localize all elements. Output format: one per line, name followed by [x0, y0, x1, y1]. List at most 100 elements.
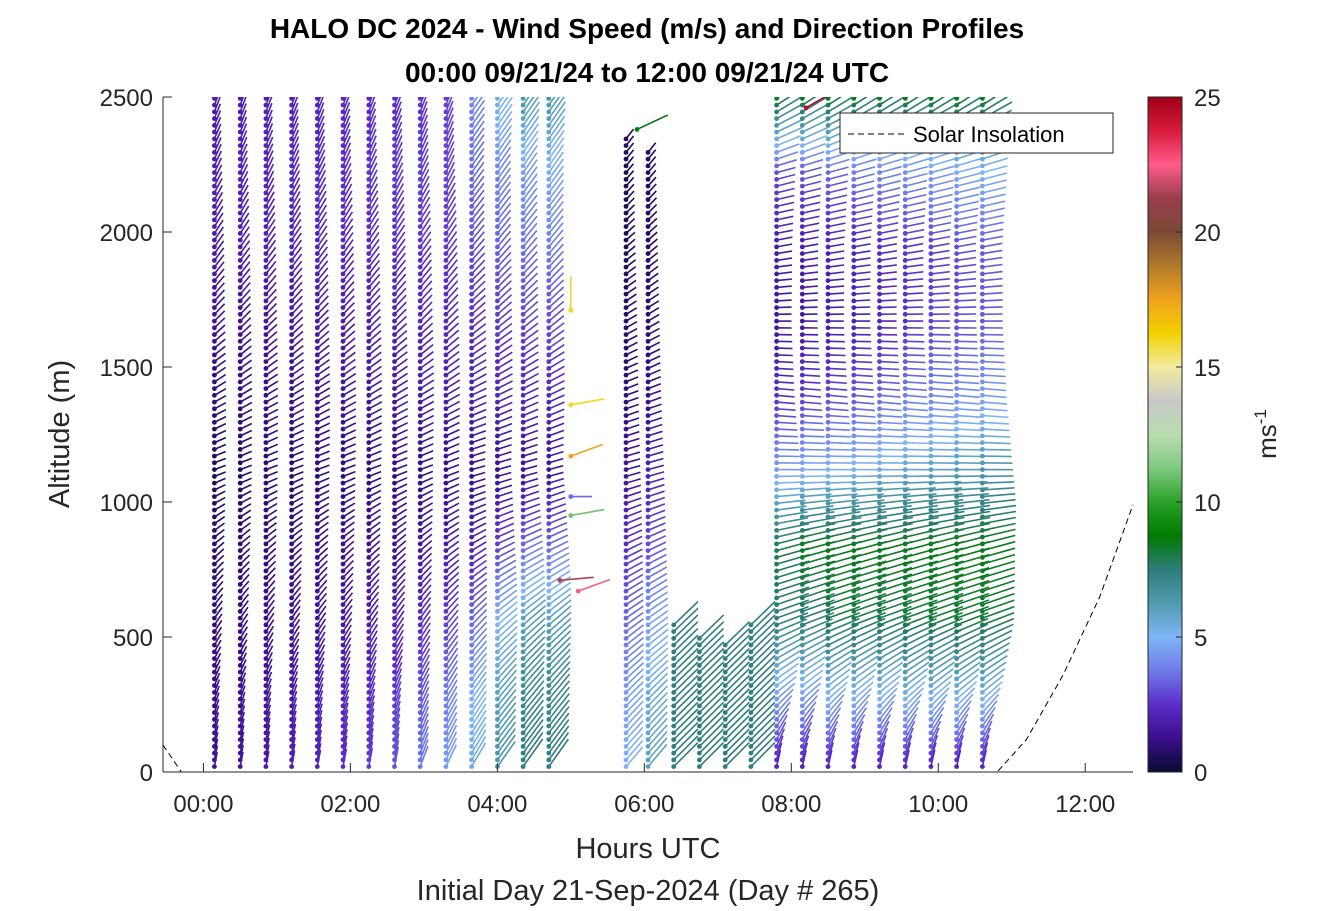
wind-barb-point — [520, 258, 526, 263]
wind-barb-point — [289, 656, 294, 661]
wind-barb — [419, 616, 431, 633]
wind-barb — [419, 732, 429, 754]
wind-barb-point — [877, 690, 882, 695]
wind-barb — [522, 699, 545, 727]
wind-barb-point — [212, 453, 217, 459]
wind-barb — [290, 625, 300, 639]
wind-barb-point — [546, 170, 552, 176]
wind-barb — [445, 154, 455, 173]
wind-barb-point — [340, 237, 346, 243]
wind-barb-point — [495, 251, 500, 256]
wind-barb-point — [314, 204, 320, 209]
wind-barb-point — [774, 622, 779, 628]
wind-barb-point — [520, 379, 526, 385]
wind-barb — [647, 444, 664, 451]
wind-barb-point — [520, 528, 526, 533]
wind-barb-point — [289, 494, 294, 499]
wind-barb — [239, 191, 249, 207]
wind-barb-point — [928, 528, 934, 533]
wind-barb-point — [469, 305, 474, 310]
wind-barb-point — [825, 582, 831, 587]
wind-barb — [776, 285, 792, 289]
wind-barb — [548, 496, 566, 505]
wind-barb-point — [263, 433, 269, 439]
wind-barb-point — [495, 305, 500, 310]
wind-barb-point — [443, 629, 449, 634]
wind-barb-point — [623, 548, 629, 553]
wind-barb-point — [697, 764, 702, 769]
wind-barb-point — [289, 426, 294, 432]
wind-barb-point — [495, 413, 500, 418]
wind-barb-point — [980, 629, 985, 634]
wind-barb-point — [392, 345, 397, 351]
wind-barb — [496, 337, 513, 349]
wind-barb-point — [443, 663, 449, 668]
wind-barb-point — [799, 710, 805, 715]
wind-barb-point — [928, 703, 934, 709]
wind-barb-point — [263, 143, 269, 149]
wind-barb-point — [902, 460, 908, 466]
wind-barb — [445, 329, 460, 342]
wind-barb — [419, 661, 430, 680]
wind-barb-point — [902, 582, 908, 587]
wind-barb — [213, 296, 226, 309]
wind-barb-point — [289, 636, 294, 641]
wind-barb-point — [443, 494, 449, 499]
wind-barb — [419, 393, 435, 403]
wind-barb-point — [877, 447, 882, 452]
wind-barb-point — [495, 177, 500, 182]
wind-barb — [776, 676, 797, 694]
wind-barb — [956, 668, 980, 687]
wind-barb-point — [392, 163, 397, 169]
wind-barb — [470, 210, 485, 228]
wind-barb — [265, 102, 273, 119]
wind-barb — [342, 408, 357, 417]
wind-barb — [625, 535, 643, 545]
wind-barb — [827, 727, 837, 747]
wind-barb — [698, 701, 725, 727]
wind-barb — [548, 654, 571, 680]
wind-barb-point — [392, 737, 397, 742]
wind-barb-point — [237, 588, 243, 594]
wind-barb-point — [366, 183, 372, 189]
wind-barb-point — [289, 285, 294, 290]
wind-barb — [776, 201, 795, 208]
wind-barb — [548, 250, 564, 268]
wind-barb-point — [237, 237, 243, 243]
wind-barb-point — [546, 494, 552, 499]
wind-barb-point — [902, 474, 908, 479]
wind-barb-point — [697, 737, 702, 742]
wind-barb-point — [774, 163, 779, 169]
wind-barb-point — [495, 366, 500, 371]
wind-barb-point — [645, 622, 651, 628]
wind-barb-point — [237, 190, 243, 196]
wind-barb-point — [671, 636, 677, 641]
wind-barb-point — [928, 359, 934, 364]
wind-barb-point — [340, 244, 346, 250]
wind-barb — [445, 414, 460, 424]
wind-barb — [802, 208, 821, 214]
wind-barb-point — [697, 723, 702, 729]
wind-barb — [930, 693, 948, 714]
wind-barb-point — [645, 723, 651, 729]
wind-barb-point — [623, 386, 629, 391]
wind-barb-point — [546, 291, 552, 297]
wind-barb-point — [212, 136, 217, 142]
wind-barb — [213, 103, 222, 119]
wind-barb — [522, 394, 539, 403]
wind-barb — [368, 701, 375, 720]
wind-barb — [853, 222, 872, 228]
wind-barb — [548, 97, 556, 106]
wind-barb-point — [469, 467, 474, 472]
wind-barb-point — [263, 690, 269, 695]
wind-barb — [497, 387, 513, 397]
wind-barb-point — [623, 487, 629, 493]
wind-barb-point — [825, 197, 831, 203]
wind-barb — [522, 564, 545, 579]
wind-barb-point — [417, 332, 423, 337]
wind-barb-point — [954, 399, 959, 405]
wind-barb-point — [237, 392, 243, 398]
wind-barb — [827, 511, 861, 518]
wind-barb — [548, 351, 565, 363]
wind-barb-point — [825, 311, 831, 317]
